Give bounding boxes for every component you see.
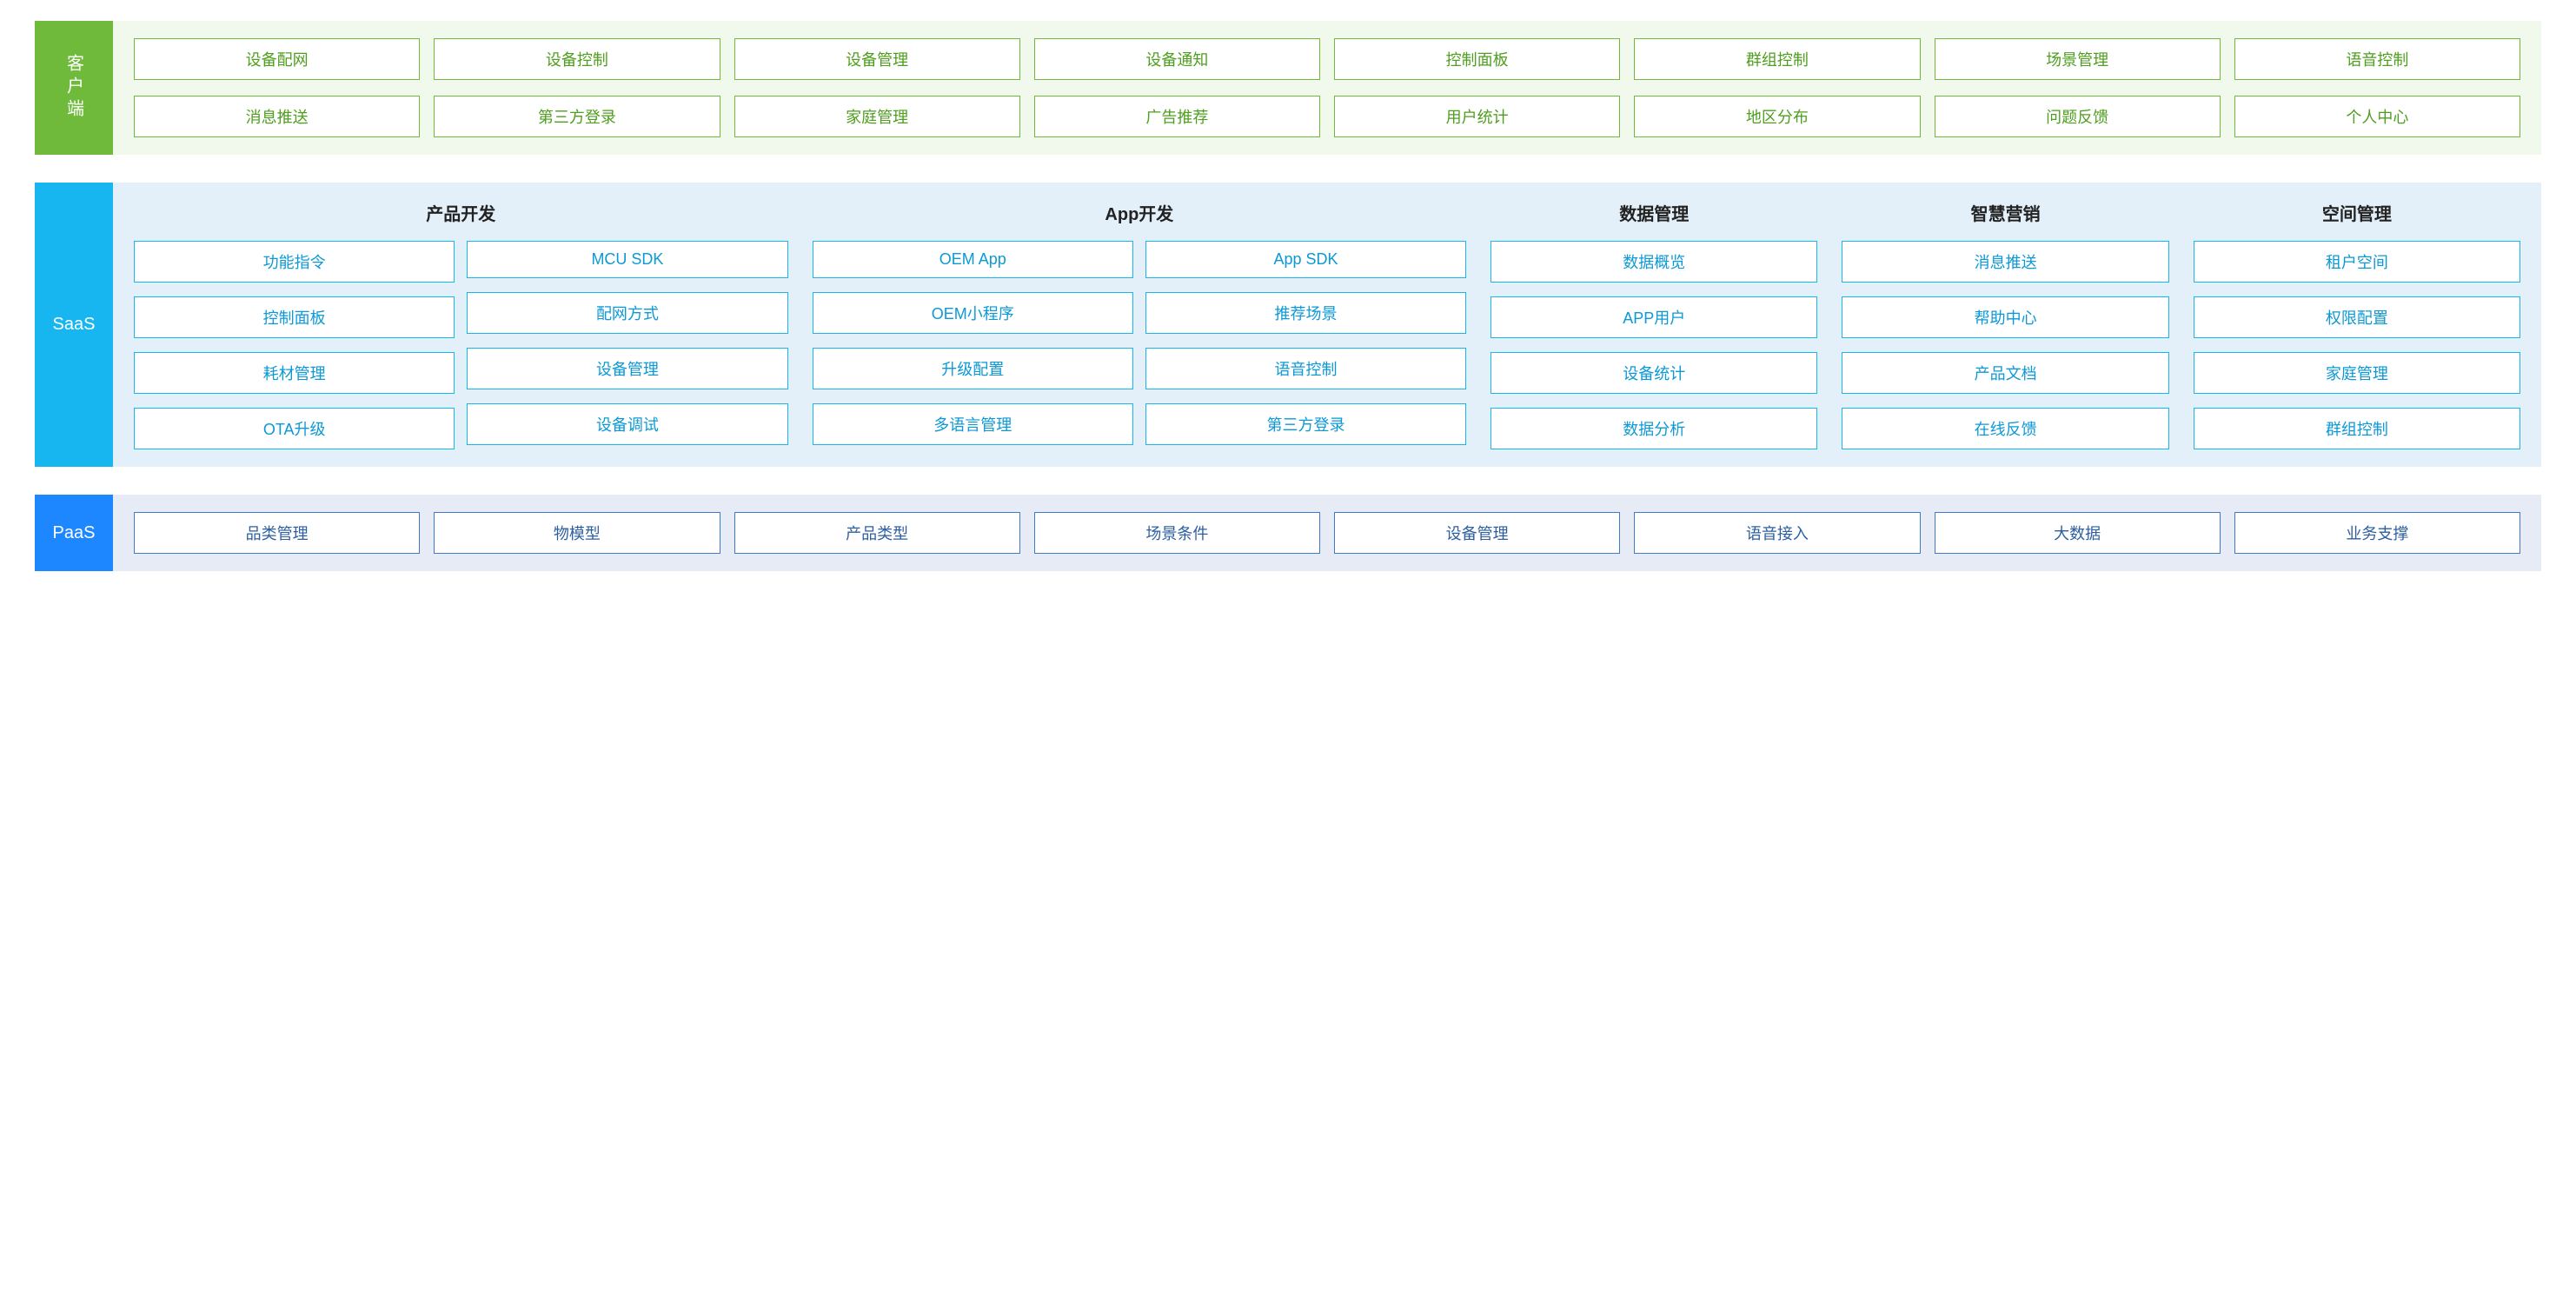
- saas-box: 数据分析: [1490, 408, 1817, 449]
- paas-box: 场景条件: [1034, 512, 1320, 554]
- saas-box: 第三方登录: [1145, 403, 1466, 445]
- paas-box: 大数据: [1935, 512, 2221, 554]
- saas-col: 功能指令控制面板耗材管理 OTA升级: [134, 241, 455, 449]
- saas-box: 设备调试: [467, 403, 787, 445]
- paas-box: 业务支撑: [2234, 512, 2520, 554]
- client-box: 个人中心: [2234, 96, 2520, 137]
- client-box: 设备通知: [1034, 38, 1320, 80]
- saas-group-title: App开发: [813, 200, 1467, 225]
- client-box: 控制面板: [1334, 38, 1620, 80]
- saas-col-wrap: OEM App OEM小程序升级配置多语言管理 App SDK 推荐场景语音控制第三方…: [813, 241, 1467, 445]
- saas-box: 耗材管理: [134, 352, 455, 394]
- layer-client-body: 设备配网设备控制设备管理设备通知控制面板群组控制场景管理语音控制消息推送第三方登…: [113, 21, 2541, 155]
- saas-group: 智慧营销消息推送帮助中心产品文档在线反馈: [1842, 200, 2168, 449]
- client-box: 语音控制: [2234, 38, 2520, 80]
- saas-group-title: 智慧营销: [1842, 200, 2168, 225]
- paas-box: 产品类型: [734, 512, 1020, 554]
- saas-box: App SDK: [1145, 241, 1466, 278]
- saas-col: OEM App OEM小程序升级配置多语言管理: [813, 241, 1133, 445]
- saas-col-wrap: 租户空间权限配置家庭管理群组控制: [2194, 241, 2520, 449]
- saas-col: 消息推送帮助中心产品文档在线反馈: [1842, 241, 2168, 449]
- saas-box: MCU SDK: [467, 241, 787, 278]
- saas-box: 设备管理: [467, 348, 787, 389]
- saas-box: 权限配置: [2194, 296, 2520, 338]
- client-box: 地区分布: [1634, 96, 1920, 137]
- paas-box: 品类管理: [134, 512, 420, 554]
- saas-col-wrap: 消息推送帮助中心产品文档在线反馈: [1842, 241, 2168, 449]
- saas-box: 帮助中心: [1842, 296, 2168, 338]
- saas-box: 消息推送: [1842, 241, 2168, 283]
- layer-paas-label: PaaS: [35, 495, 113, 571]
- client-box: 家庭管理: [734, 96, 1020, 137]
- saas-box: 产品文档: [1842, 352, 2168, 394]
- layer-saas-label: SaaS: [35, 183, 113, 467]
- client-row: 消息推送第三方登录家庭管理广告推荐用户统计地区分布问题反馈个人中心: [134, 96, 2520, 137]
- saas-groups: 产品开发功能指令控制面板耗材管理 OTA升级 MCU SDK 配网方式设备管理设备调试…: [134, 200, 2520, 449]
- saas-col-wrap: 数据概览 APP用户设备统计数据分析: [1490, 241, 1817, 449]
- saas-box: 控制面板: [134, 296, 455, 338]
- paas-box: 语音接入: [1634, 512, 1920, 554]
- saas-box: 升级配置: [813, 348, 1133, 389]
- saas-box: 租户空间: [2194, 241, 2520, 283]
- client-box: 设备管理: [734, 38, 1020, 80]
- saas-box: OTA升级: [134, 408, 455, 449]
- client-box: 问题反馈: [1935, 96, 2221, 137]
- client-box: 设备控制: [434, 38, 720, 80]
- saas-group: App开发 OEM App OEM小程序升级配置多语言管理 App SDK 推荐场景语音…: [813, 200, 1467, 445]
- layer-saas: SaaS 产品开发功能指令控制面板耗材管理 OTA升级 MCU SDK 配网方式设备管…: [35, 183, 2541, 467]
- saas-box: 群组控制: [2194, 408, 2520, 449]
- saas-col: App SDK 推荐场景语音控制第三方登录: [1145, 241, 1466, 445]
- saas-group: 空间管理租户空间权限配置家庭管理群组控制: [2194, 200, 2520, 449]
- saas-group-title: 空间管理: [2194, 200, 2520, 225]
- saas-group: 产品开发功能指令控制面板耗材管理 OTA升级 MCU SDK 配网方式设备管理设备调试: [134, 200, 788, 449]
- client-row: 设备配网设备控制设备管理设备通知控制面板群组控制场景管理语音控制: [134, 38, 2520, 80]
- saas-col: 数据概览 APP用户设备统计数据分析: [1490, 241, 1817, 449]
- saas-group-title: 数据管理: [1490, 200, 1817, 225]
- saas-box: 配网方式: [467, 292, 787, 334]
- client-box: 消息推送: [134, 96, 420, 137]
- saas-box: 家庭管理: [2194, 352, 2520, 394]
- saas-box: 多语言管理: [813, 403, 1133, 445]
- client-box: 广告推荐: [1034, 96, 1320, 137]
- layer-saas-body: 产品开发功能指令控制面板耗材管理 OTA升级 MCU SDK 配网方式设备管理设备调试…: [113, 183, 2541, 467]
- saas-group: 数据管理数据概览 APP用户设备统计数据分析: [1490, 200, 1817, 449]
- layer-paas-body: 品类管理物模型产品类型场景条件设备管理语音接入大数据业务支撑: [113, 495, 2541, 571]
- saas-col-wrap: 功能指令控制面板耗材管理 OTA升级 MCU SDK 配网方式设备管理设备调试: [134, 241, 788, 449]
- client-box: 群组控制: [1634, 38, 1920, 80]
- paas-box: 设备管理: [1334, 512, 1620, 554]
- paas-row: 品类管理物模型产品类型场景条件设备管理语音接入大数据业务支撑: [134, 512, 2520, 554]
- client-box: 用户统计: [1334, 96, 1620, 137]
- saas-col: MCU SDK 配网方式设备管理设备调试: [467, 241, 787, 449]
- saas-box: 在线反馈: [1842, 408, 2168, 449]
- saas-box: 设备统计: [1490, 352, 1817, 394]
- saas-box: 数据概览: [1490, 241, 1817, 283]
- saas-box: OEM小程序: [813, 292, 1133, 334]
- saas-box: OEM App: [813, 241, 1133, 278]
- paas-box: 物模型: [434, 512, 720, 554]
- layer-paas: PaaS 品类管理物模型产品类型场景条件设备管理语音接入大数据业务支撑: [35, 495, 2541, 571]
- saas-box: 推荐场景: [1145, 292, 1466, 334]
- client-box: 场景管理: [1935, 38, 2221, 80]
- saas-col: 租户空间权限配置家庭管理群组控制: [2194, 241, 2520, 449]
- saas-box: 功能指令: [134, 241, 455, 283]
- saas-box: 语音控制: [1145, 348, 1466, 389]
- client-box: 设备配网: [134, 38, 420, 80]
- saas-group-title: 产品开发: [134, 200, 788, 225]
- saas-box: APP用户: [1490, 296, 1817, 338]
- layer-client-label: 客户端: [35, 21, 113, 155]
- client-box: 第三方登录: [434, 96, 720, 137]
- layer-client: 客户端 设备配网设备控制设备管理设备通知控制面板群组控制场景管理语音控制消息推送…: [35, 21, 2541, 155]
